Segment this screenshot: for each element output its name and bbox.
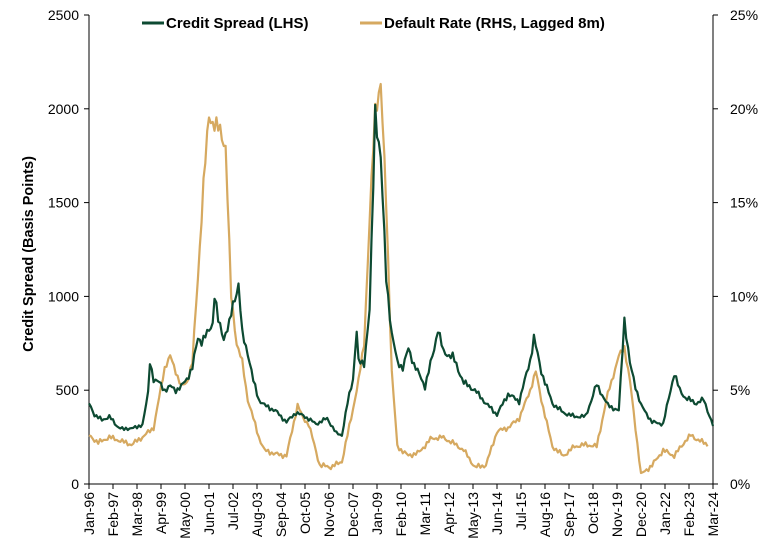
left-tick-label: 2500 bbox=[48, 7, 79, 23]
x-tick-label: Dec-20 bbox=[633, 492, 649, 537]
x-tick-label: Apr-12 bbox=[441, 492, 457, 534]
x-tick-label: Dec-07 bbox=[345, 492, 361, 537]
x-tick-label: Aug-03 bbox=[249, 492, 265, 537]
x-tick-label: Mar-98 bbox=[129, 492, 145, 537]
right-tick-label: 15% bbox=[730, 195, 758, 211]
legend-credit-spread: Credit Spread (LHS) bbox=[142, 15, 309, 32]
x-tick-label: Jun-14 bbox=[489, 492, 505, 535]
x-tick-label: Mar-11 bbox=[417, 492, 433, 536]
x-tick-label: Nov-06 bbox=[321, 492, 337, 537]
right-tick-label: 20% bbox=[730, 101, 758, 117]
x-tick-label: May-13 bbox=[465, 492, 481, 539]
legend-default-rate-label: Default Rate (RHS, Lagged 8m) bbox=[384, 15, 605, 32]
x-tick-label: Jul-02 bbox=[225, 492, 241, 530]
x-tick-label: Oct-18 bbox=[585, 492, 601, 534]
x-tick-label: Jan-22 bbox=[657, 492, 673, 535]
left-tick-label: 2000 bbox=[48, 101, 79, 117]
x-tick-label: Mar-24 bbox=[705, 492, 721, 537]
y-axis-title: Credit Spread (Basis Points) bbox=[21, 156, 37, 352]
x-tick-label: Sep-17 bbox=[561, 492, 577, 537]
legend-default-rate: Default Rate (RHS, Lagged 8m) bbox=[360, 15, 605, 32]
right-tick-label: 5% bbox=[730, 382, 750, 398]
right-tick-label: 10% bbox=[730, 288, 758, 304]
x-tick-label: May-00 bbox=[177, 492, 193, 539]
x-tick-label: Jan-96 bbox=[81, 492, 97, 535]
left-tick-label: 1000 bbox=[48, 288, 79, 304]
left-tick-label: 1500 bbox=[48, 195, 79, 211]
legend-credit-spread-label: Credit Spread (LHS) bbox=[166, 15, 309, 32]
series-layer bbox=[88, 82, 715, 475]
left-tick-label: 500 bbox=[56, 382, 80, 398]
x-tick-label: Apr-99 bbox=[153, 492, 169, 534]
x-tick-label: Feb-10 bbox=[393, 492, 409, 537]
x-tick-label: Nov-19 bbox=[609, 492, 625, 537]
legend: Credit Spread (LHS) Default Rate (RHS, La… bbox=[142, 15, 605, 32]
right-tick-label: 25% bbox=[730, 7, 758, 23]
x-tick-label: Jul-15 bbox=[513, 492, 529, 530]
left-tick-label: 0 bbox=[71, 476, 79, 492]
x-tick-label: Sep-04 bbox=[273, 492, 289, 537]
right-tick-label: 0% bbox=[730, 476, 750, 492]
x-tick-label: Jan-09 bbox=[369, 492, 385, 535]
axes: 0 500 1000 1500 2000 2500 0% 5% 10% 15% 20% 25% Jan-… bbox=[48, 7, 758, 539]
x-tick-label: Feb-23 bbox=[681, 492, 697, 537]
credit-spread-line bbox=[88, 103, 715, 437]
x-tick-label: Aug-16 bbox=[537, 492, 553, 537]
default-rate-line bbox=[88, 82, 709, 475]
x-tick-label: Jun-01 bbox=[201, 492, 217, 535]
x-tick-label: Feb-97 bbox=[105, 492, 121, 537]
x-tick-label: Oct-05 bbox=[297, 492, 313, 534]
